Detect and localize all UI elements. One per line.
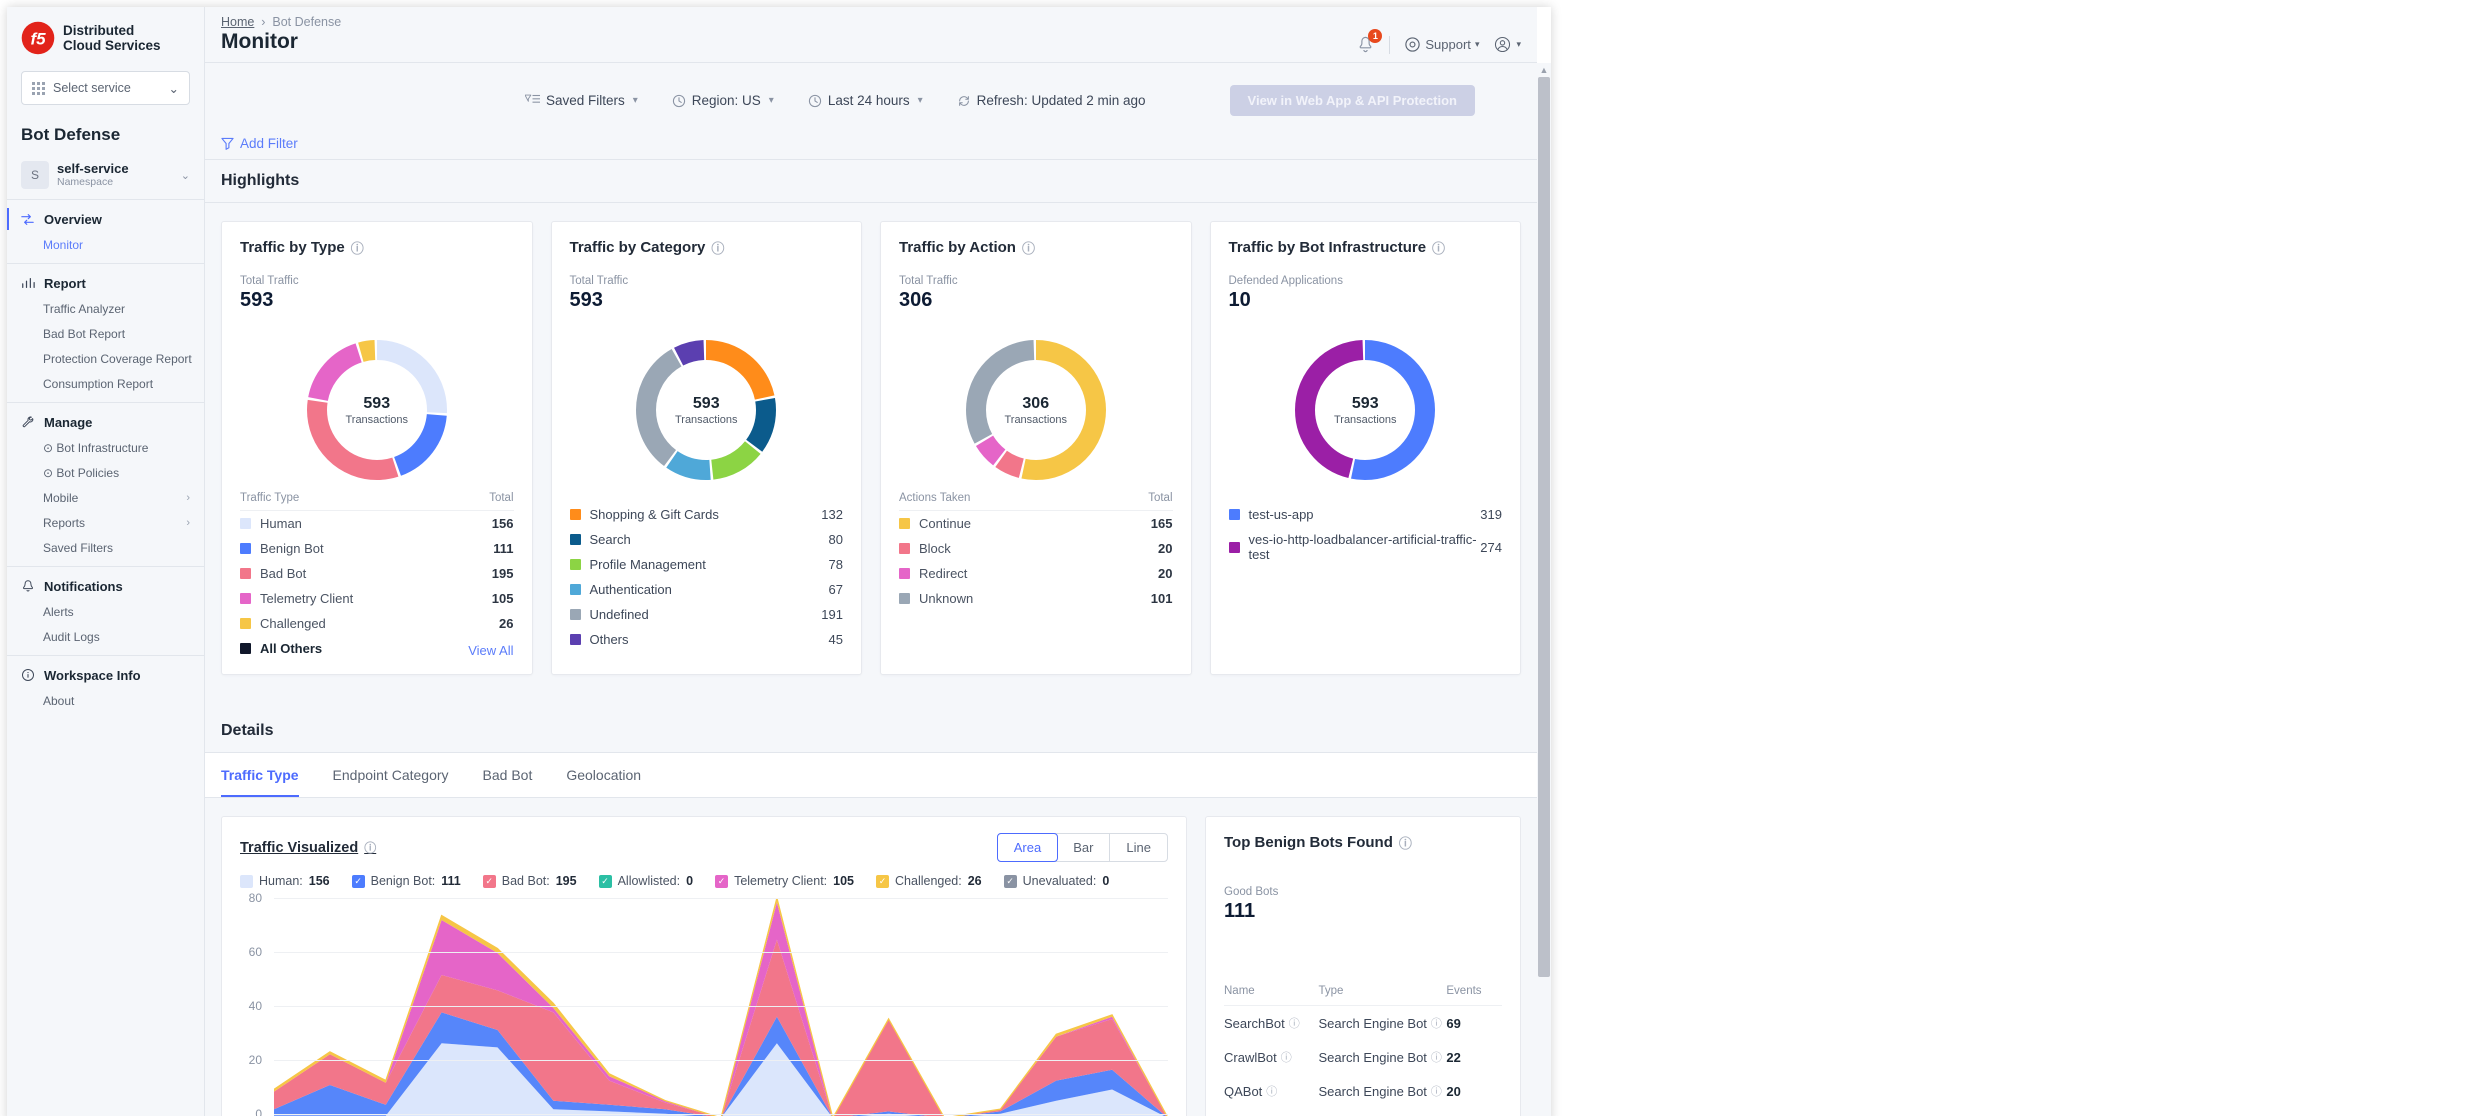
svg-text:f5: f5 bbox=[30, 29, 46, 48]
